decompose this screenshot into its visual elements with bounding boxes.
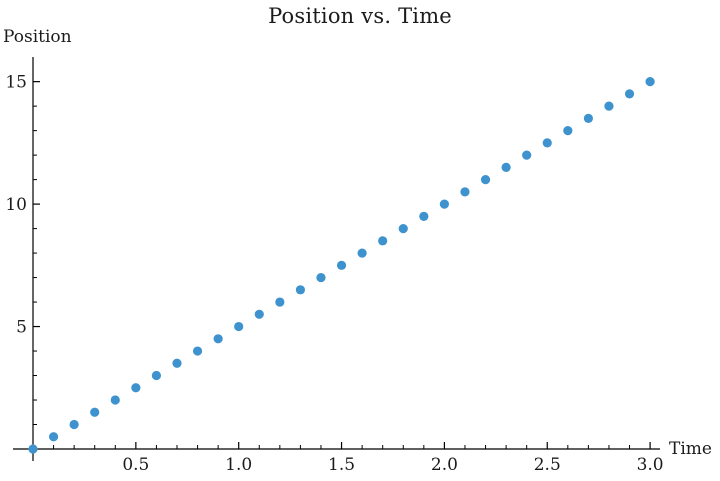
data-point xyxy=(398,223,408,234)
chart-title: Position vs. Time xyxy=(268,4,452,28)
data-point xyxy=(151,370,162,381)
x-tick-label: 0.5 xyxy=(122,455,149,475)
x-tick-label: 2.0 xyxy=(431,455,458,475)
data-point xyxy=(624,89,635,99)
data-point xyxy=(645,77,655,87)
data-point xyxy=(275,297,285,307)
data-point xyxy=(357,248,367,258)
data-point xyxy=(213,334,223,344)
data-point xyxy=(480,175,491,185)
x-tick-label: 3.0 xyxy=(637,455,664,475)
data-point xyxy=(604,101,614,111)
data-point xyxy=(542,138,552,148)
data-point xyxy=(295,285,306,295)
data-point xyxy=(439,199,449,209)
data-point xyxy=(254,309,264,319)
data-point xyxy=(110,395,120,405)
data-point xyxy=(522,150,532,160)
data-point xyxy=(28,444,38,454)
x-tick-label: 1.0 xyxy=(225,455,252,475)
y-axis-label: Position xyxy=(3,27,72,47)
x-tick-label: 1.5 xyxy=(328,455,355,475)
data-point xyxy=(172,358,182,368)
data-point xyxy=(192,346,203,356)
data-point xyxy=(90,407,100,417)
data-point xyxy=(234,321,244,332)
data-point xyxy=(69,419,79,430)
data-point xyxy=(316,272,326,283)
x-tick-label: 2.5 xyxy=(534,455,561,475)
data-point xyxy=(563,126,573,136)
y-tick-label: 10 xyxy=(5,195,27,215)
x-axis-label: Time xyxy=(669,439,712,459)
data-point xyxy=(460,187,470,197)
y-tick-label: 15 xyxy=(5,73,27,93)
data-point xyxy=(48,432,59,442)
data-point xyxy=(131,383,141,393)
y-tick-label: 5 xyxy=(16,318,27,338)
data-point xyxy=(583,113,593,123)
data-point xyxy=(378,236,388,246)
data-point xyxy=(501,162,511,172)
data-point xyxy=(419,211,429,221)
data-point xyxy=(336,260,347,270)
